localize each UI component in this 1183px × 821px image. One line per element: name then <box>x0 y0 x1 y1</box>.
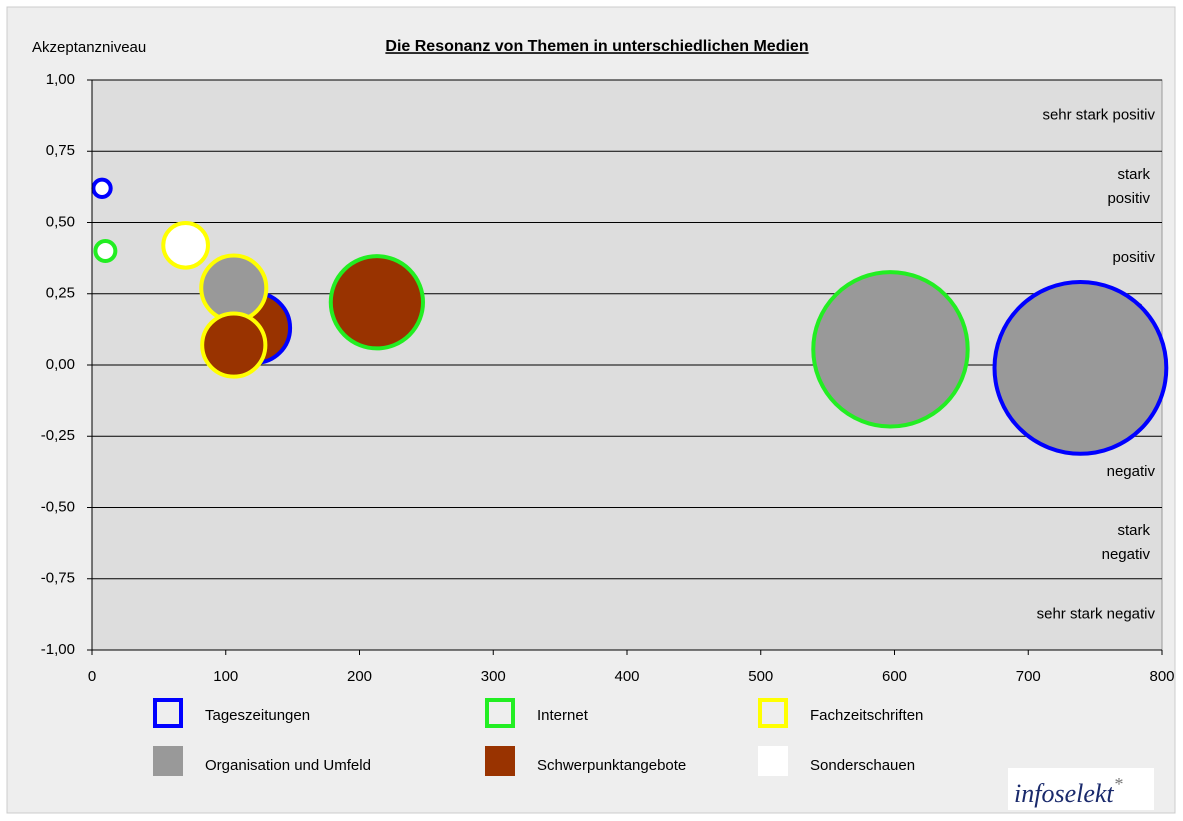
bubble <box>328 254 426 351</box>
legend-label: Organisation und Umfeld <box>205 757 371 774</box>
y-tick-label: -0,50 <box>41 498 75 515</box>
x-tick-label: 800 <box>1149 668 1174 685</box>
logo-text: infoselekt <box>1014 779 1114 808</box>
bubble <box>93 239 118 263</box>
x-tick-label: 400 <box>614 668 639 685</box>
zone-label: sehr stark positiv <box>1042 107 1155 124</box>
legend-swatch <box>485 698 515 728</box>
legend-label: Schwerpunktangebote <box>537 757 686 774</box>
legend-swatch <box>153 698 183 728</box>
y-tick-label: 1,00 <box>46 71 75 88</box>
y-tick-label: 0,00 <box>46 356 75 373</box>
zone-label: sehr stark negativ <box>1037 605 1156 622</box>
y-tick-label: 0,25 <box>46 285 75 302</box>
zone-label: negativ <box>1102 546 1151 563</box>
legend-swatch <box>758 746 788 776</box>
logo: infoselekt* <box>1014 774 1123 808</box>
y-tick-label: 0,75 <box>46 142 75 159</box>
y-tick-label: 0,50 <box>46 213 75 230</box>
bubble <box>91 177 113 199</box>
legend-label: Internet <box>537 707 589 724</box>
y-tick-label: -0,75 <box>41 570 75 587</box>
bubble <box>199 253 269 323</box>
x-tick-label: 500 <box>748 668 773 685</box>
x-tick-label: 100 <box>213 668 238 685</box>
bubble <box>200 311 268 379</box>
legend-swatch <box>485 746 515 776</box>
chart-title: Die Resonanz von Themen in unterschiedli… <box>385 38 808 55</box>
logo-box <box>1008 768 1154 810</box>
zone-label: positiv <box>1107 190 1150 207</box>
bubble <box>992 279 1169 456</box>
zone-label: stark <box>1117 166 1150 183</box>
bubble <box>161 220 210 270</box>
x-tick-label: 0 <box>88 668 96 685</box>
legend-swatch <box>153 746 183 776</box>
x-tick-label: 600 <box>882 668 907 685</box>
bubble <box>811 270 970 429</box>
zone-label: stark <box>1117 522 1150 539</box>
legend-swatch <box>758 698 788 728</box>
y-axis-label: Akzeptanzniveau <box>32 39 146 56</box>
zone-label: negativ <box>1107 463 1156 480</box>
x-tick-label: 700 <box>1016 668 1041 685</box>
logo-mark: * <box>1114 774 1123 794</box>
legend-label: Fachzeitschriften <box>810 707 923 724</box>
legend-label: Sonderschauen <box>810 757 915 774</box>
x-tick-label: 300 <box>481 668 506 685</box>
legend-label: Tageszeitungen <box>205 707 310 724</box>
y-tick-label: -0,25 <box>41 427 75 444</box>
y-tick-label: -1,00 <box>41 641 75 658</box>
x-tick-label: 200 <box>347 668 372 685</box>
zone-label: positiv <box>1112 249 1155 266</box>
